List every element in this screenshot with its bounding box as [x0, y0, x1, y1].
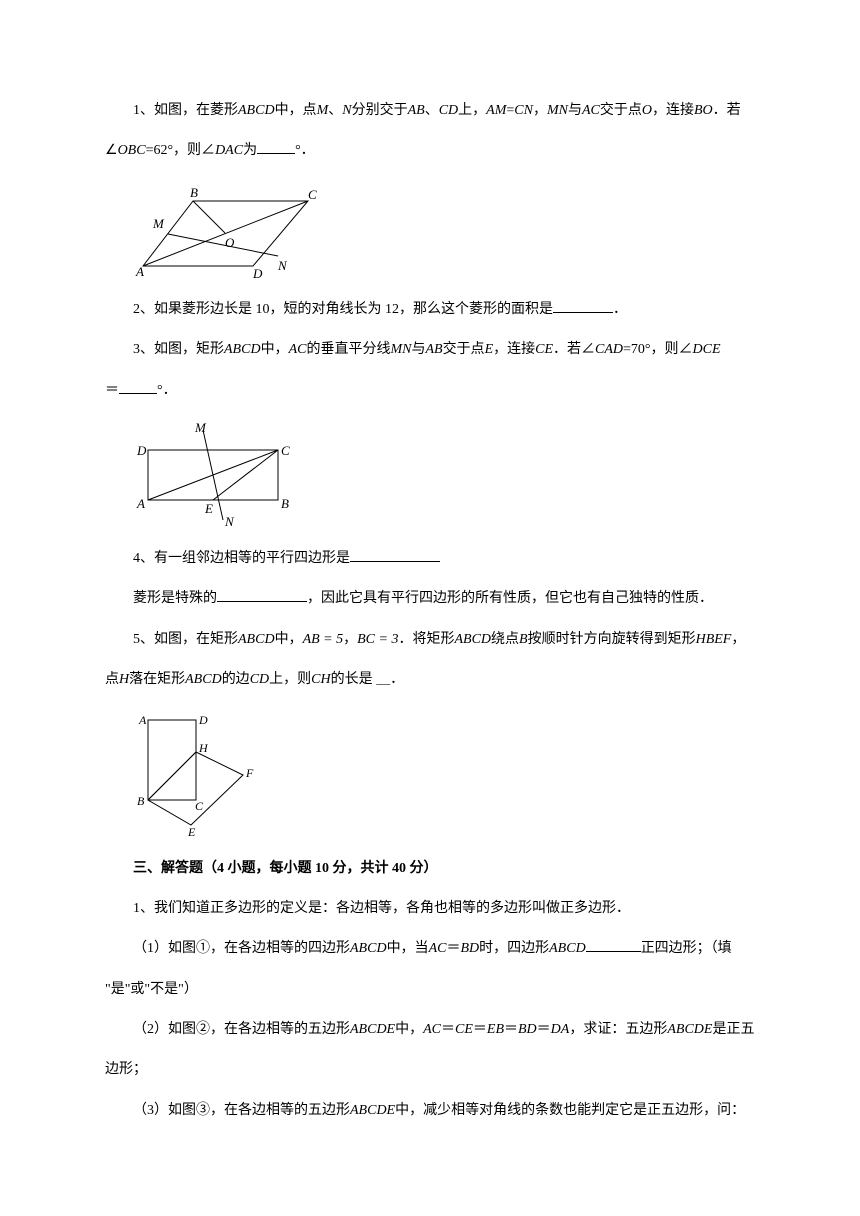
svg-text:C: C [195, 799, 204, 813]
problem-1-1: （1）如图①，在各边相等的四边形ABCD中，当AC＝BD时，四边形ABCD正四边… [105, 938, 775, 960]
svg-text:D: D [198, 713, 208, 727]
question-4-line2: 菱形是特殊的，因此它具有平行四边形的所有性质，但它也有自己独特的性质． [105, 588, 775, 610]
problem-1: 1、我们知道正多边形的定义是：各边相等，各角也相等的多边形叫做正多边形． [105, 898, 775, 920]
svg-text:E: E [204, 501, 213, 516]
svg-text:H: H [198, 741, 209, 755]
svg-text:A: A [135, 264, 144, 279]
blank [217, 588, 307, 602]
svg-text:C: C [281, 443, 290, 458]
question-3: 3、如图，矩形ABCD中，AC的垂直平分线MN与AB交于点E，连接CE．若∠CA… [105, 339, 775, 361]
problem-1-1-line2: "是"或"不是"） [105, 979, 775, 1001]
blank [119, 380, 157, 394]
figure-q3: M D C A E B N [133, 420, 775, 530]
question-1: 1、如图，在菱形ABCD中，点M、N分别交于AB、CD上，AM=CN，MN与AC… [105, 100, 775, 122]
svg-text:B: B [281, 496, 289, 511]
blank [586, 938, 641, 952]
svg-text:E: E [187, 825, 196, 839]
question-4-line1: 4、有一组邻边相等的平行四边形是 [105, 548, 775, 570]
svg-text:B: B [137, 794, 145, 808]
svg-text:D: D [136, 443, 147, 458]
figure-q1: B C M O N A D [133, 181, 775, 281]
problem-1-2: （2）如图②，在各边相等的五边形ABCDE中，AC＝CE＝EB＝BD＝DA，求证… [105, 1019, 775, 1041]
svg-text:M: M [194, 420, 207, 435]
blank [553, 299, 613, 313]
svg-text:A: A [138, 713, 147, 727]
svg-text:M: M [152, 216, 165, 231]
svg-text:N: N [224, 514, 235, 529]
question-5-line2: 点H落在矩形ABCD的边CD上，则CH的长是 ＿． [105, 669, 775, 691]
problem-1-2-line2: 边形； [105, 1059, 775, 1081]
blank [257, 140, 295, 154]
svg-text:D: D [252, 266, 263, 281]
figure-q5: A D H F B C E [133, 710, 775, 840]
section-3-title: 三、解答题（4 小题，每小题 10 分，共计 40 分） [105, 858, 775, 880]
svg-text:B: B [190, 185, 198, 200]
question-5: 5、如图，在矩形ABCD中，AB = 5，BC = 3．将矩形ABCD绕点B按顺… [105, 629, 775, 651]
svg-text:A: A [136, 496, 145, 511]
question-2: 2、如果菱形边长是 10，短的对角线长为 12，那么这个菱形的面积是． [105, 299, 775, 321]
svg-text:F: F [245, 766, 254, 780]
problem-1-3: （3）如图③，在各边相等的五边形ABCDE中，减少相等对角线的条数也能判定它是正… [105, 1100, 775, 1122]
svg-text:C: C [308, 187, 317, 202]
question-3-line2: ＝°． [105, 380, 775, 402]
question-1-line2: ∠OBC=62°，则∠DAC为°． [105, 140, 775, 162]
svg-text:O: O [225, 235, 235, 250]
svg-text:N: N [277, 258, 288, 273]
blank [350, 548, 440, 562]
